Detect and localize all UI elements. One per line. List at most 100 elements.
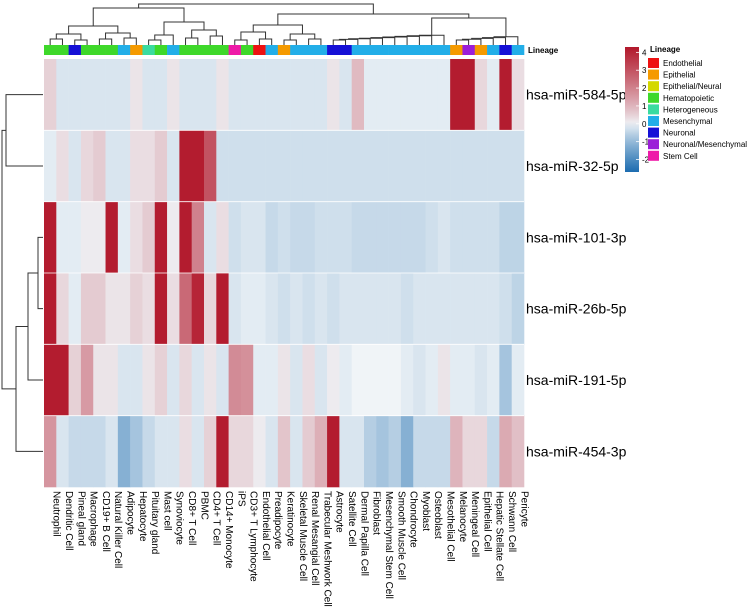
heatmap-cell	[314, 344, 328, 416]
heatmap-cell	[142, 415, 156, 488]
dendrogram-branch	[252, 24, 303, 34]
heatmap-cell	[511, 201, 525, 274]
heatmap-cell	[425, 201, 439, 274]
heatmap-cell	[302, 415, 316, 488]
lineage-cell	[511, 45, 525, 55]
heatmap-cell	[327, 344, 340, 416]
legend-label: Epithelial/Neural	[663, 82, 721, 91]
heatmap-cell	[351, 130, 365, 202]
heatmap-cell	[364, 344, 377, 416]
annotation-label: Lineage	[528, 46, 559, 55]
heatmap-cell	[167, 130, 180, 202]
dendrogram-branch	[234, 39, 248, 45]
heatmap-cell	[302, 273, 316, 345]
dendrogram-branch	[277, 13, 470, 25]
column-label: Smooth Muscle Cell	[395, 491, 406, 580]
column-label: Skeletal Muscle Cell	[297, 491, 308, 581]
heatmap-cell	[437, 130, 451, 202]
heatmap-cell	[388, 273, 402, 345]
column-label: Dendritic Cell	[63, 491, 74, 550]
dendrogram-branch	[92, 7, 185, 26]
legend-swatch	[648, 104, 659, 115]
column-label: Keratinocyte	[285, 491, 296, 547]
heatmap-cell	[44, 273, 57, 345]
heatmap-cell	[302, 59, 316, 131]
column-label: CD8+ T Cell	[186, 491, 197, 545]
lineage-cell	[253, 45, 266, 55]
heatmap-cell	[462, 130, 476, 202]
column-label: Meningeal Cell	[469, 491, 480, 557]
row-label: hsa-miR-26b-5p	[526, 301, 627, 317]
heatmap-cell	[351, 201, 365, 274]
heatmap-cell	[44, 415, 57, 488]
heatmap-cell	[314, 59, 328, 131]
heatmap-cell	[511, 344, 525, 416]
dendrogram-branch	[123, 37, 137, 45]
heatmap-cell	[351, 415, 365, 488]
heatmap-cell	[462, 201, 476, 274]
heatmap-cell	[191, 201, 205, 274]
lineage-cell	[216, 45, 229, 55]
heatmap-cell	[277, 273, 291, 345]
heatmap-cell	[56, 344, 69, 416]
heatmap-cell	[265, 273, 279, 345]
column-label: iPS	[235, 491, 246, 507]
heatmap-cell	[204, 415, 217, 488]
heatmap-cell	[265, 415, 279, 488]
heatmap-cell	[290, 273, 303, 345]
heatmap-cell	[253, 59, 266, 131]
heatmap-cell	[68, 130, 82, 202]
heatmap-cell	[117, 130, 131, 202]
heatmap-cell	[450, 344, 463, 416]
heatmap-cell	[400, 344, 414, 416]
heatmap-cell	[351, 344, 365, 416]
heatmap-cell	[142, 344, 156, 416]
heatmap-cell	[240, 59, 254, 131]
dendrogram-branch	[49, 38, 63, 45]
heatmap-cell	[154, 59, 168, 131]
heatmap-cell	[388, 59, 402, 131]
lineage-cell	[265, 45, 279, 55]
heatmap-cell	[277, 59, 291, 131]
lineage-cell	[400, 45, 414, 55]
heatmap-cell	[179, 273, 192, 345]
heatmap-cell	[487, 415, 500, 488]
heatmap-cell	[437, 201, 451, 274]
heatmap-cell	[80, 344, 94, 416]
heatmap-cell	[228, 201, 242, 274]
heatmap-cell	[117, 273, 131, 345]
column-label: Pituitary gland	[149, 491, 160, 554]
heatmap-cell	[228, 344, 242, 416]
heatmap-cell	[68, 273, 82, 345]
heatmap-cell	[93, 201, 106, 274]
heatmap-cell	[105, 273, 119, 345]
heatmap-cell	[450, 201, 463, 274]
heatmap-cell	[277, 415, 291, 488]
heatmap-cell	[413, 130, 426, 202]
column-label: Dermal Papilla Cell	[358, 491, 369, 576]
heatmap-cell	[437, 59, 451, 131]
heatmap-cell	[302, 344, 316, 416]
column-label: Pericyte	[518, 491, 529, 528]
colorbar-tick-label: 1	[642, 102, 647, 111]
heatmap-cell	[179, 415, 192, 488]
legend-swatch	[648, 92, 659, 103]
heatmap-cell	[167, 415, 180, 488]
heatmap-cell	[117, 201, 131, 274]
heatmap-cell	[68, 415, 82, 488]
heatmap-cell	[376, 201, 389, 274]
heatmap-cell	[290, 130, 303, 202]
heatmap-cell	[277, 344, 291, 416]
heatmap-cell	[253, 344, 266, 416]
column-label: Hepatic Stellate Cell	[494, 491, 505, 581]
lineage-cell	[130, 45, 143, 55]
column-label: Natural Killer Cell	[112, 491, 123, 568]
heatmap-cell	[511, 130, 525, 202]
legend-title: Lineage	[650, 45, 681, 54]
heatmap-cell	[388, 415, 402, 488]
column-label: Osteoblast	[432, 491, 443, 539]
heatmap-cell	[351, 59, 365, 131]
heatmap-cell	[511, 415, 525, 488]
heatmap-cell	[425, 130, 439, 202]
